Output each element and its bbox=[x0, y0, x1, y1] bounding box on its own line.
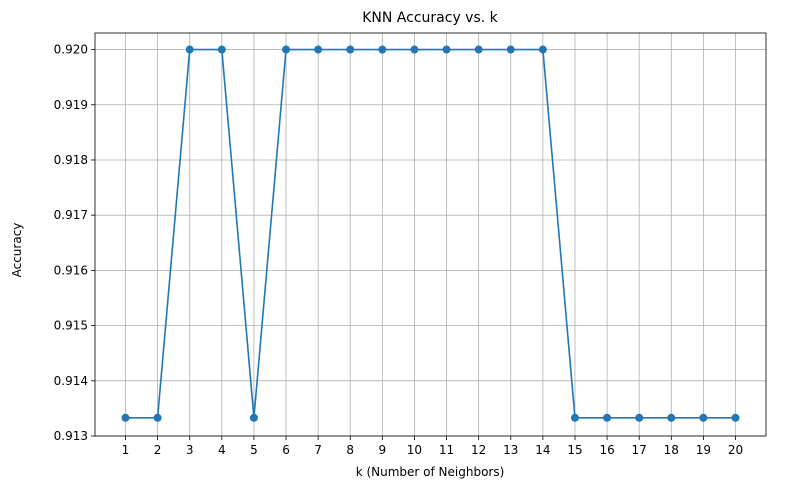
data-point bbox=[667, 413, 676, 422]
y-tick-label: 0.919 bbox=[54, 98, 88, 112]
data-point bbox=[570, 413, 579, 422]
x-tick-label: 16 bbox=[599, 443, 614, 457]
y-axis-ticks: 0.913 0.914 0.915 0.916 0.917 0.918 0.919 0.920 bbox=[54, 43, 95, 443]
x-tick-label: 5 bbox=[250, 443, 258, 457]
y-tick-label: 0.915 bbox=[54, 319, 88, 333]
x-tick-label: 8 bbox=[346, 443, 354, 457]
x-tick-label: 13 bbox=[503, 443, 518, 457]
data-point bbox=[603, 413, 612, 422]
x-tick-label: 12 bbox=[471, 443, 486, 457]
x-tick-label: 1 bbox=[122, 443, 130, 457]
data-point bbox=[731, 413, 740, 422]
data-point bbox=[217, 45, 226, 54]
data-point bbox=[538, 45, 547, 54]
y-axis-label: Accuracy bbox=[10, 223, 24, 278]
data-point bbox=[185, 45, 194, 54]
y-tick-label: 0.918 bbox=[54, 153, 88, 167]
series-line bbox=[125, 48, 736, 419]
y-tick-label: 0.913 bbox=[54, 429, 88, 443]
y-tick-label: 0.920 bbox=[54, 43, 88, 57]
x-tick-label: 7 bbox=[314, 443, 322, 457]
data-point bbox=[506, 45, 515, 54]
grid-lines bbox=[95, 33, 766, 437]
y-tick-label: 0.916 bbox=[54, 263, 88, 277]
x-tick-label: 6 bbox=[282, 443, 290, 457]
data-point bbox=[635, 413, 644, 422]
series-layer bbox=[121, 45, 740, 422]
x-axis-label: k (Number of Neighbors) bbox=[356, 465, 505, 479]
x-tick-label: 2 bbox=[154, 443, 162, 457]
data-point bbox=[314, 45, 323, 54]
data-point bbox=[410, 45, 419, 54]
x-tick-label: 4 bbox=[218, 443, 226, 457]
data-point bbox=[282, 45, 291, 54]
x-tick-label: 9 bbox=[379, 443, 387, 457]
x-tick-label: 10 bbox=[407, 443, 422, 457]
data-point bbox=[378, 45, 387, 54]
y-tick-label: 0.914 bbox=[54, 374, 88, 388]
data-point bbox=[442, 45, 451, 54]
data-point bbox=[474, 45, 483, 54]
data-point bbox=[121, 413, 130, 422]
plot-frame bbox=[94, 32, 767, 437]
x-tick-label: 17 bbox=[632, 443, 647, 457]
x-tick-label: 19 bbox=[696, 443, 711, 457]
chart-title: KNN Accuracy vs. k bbox=[362, 10, 498, 26]
x-tick-label: 14 bbox=[535, 443, 550, 457]
x-tick-label: 3 bbox=[186, 443, 194, 457]
data-point bbox=[153, 413, 162, 422]
y-tick-label: 0.917 bbox=[54, 208, 88, 222]
x-axis-ticks: 1 2 3 4 5 6 7 8 9 10 11 12 13 14 15 16 17 18 19 20 bbox=[122, 436, 743, 457]
data-point bbox=[249, 413, 258, 422]
x-tick-label: 18 bbox=[664, 443, 679, 457]
x-tick-label: 11 bbox=[439, 443, 454, 457]
x-tick-label: 15 bbox=[567, 443, 582, 457]
data-point bbox=[346, 45, 355, 54]
x-tick-label: 20 bbox=[728, 443, 743, 457]
data-point bbox=[699, 413, 708, 422]
